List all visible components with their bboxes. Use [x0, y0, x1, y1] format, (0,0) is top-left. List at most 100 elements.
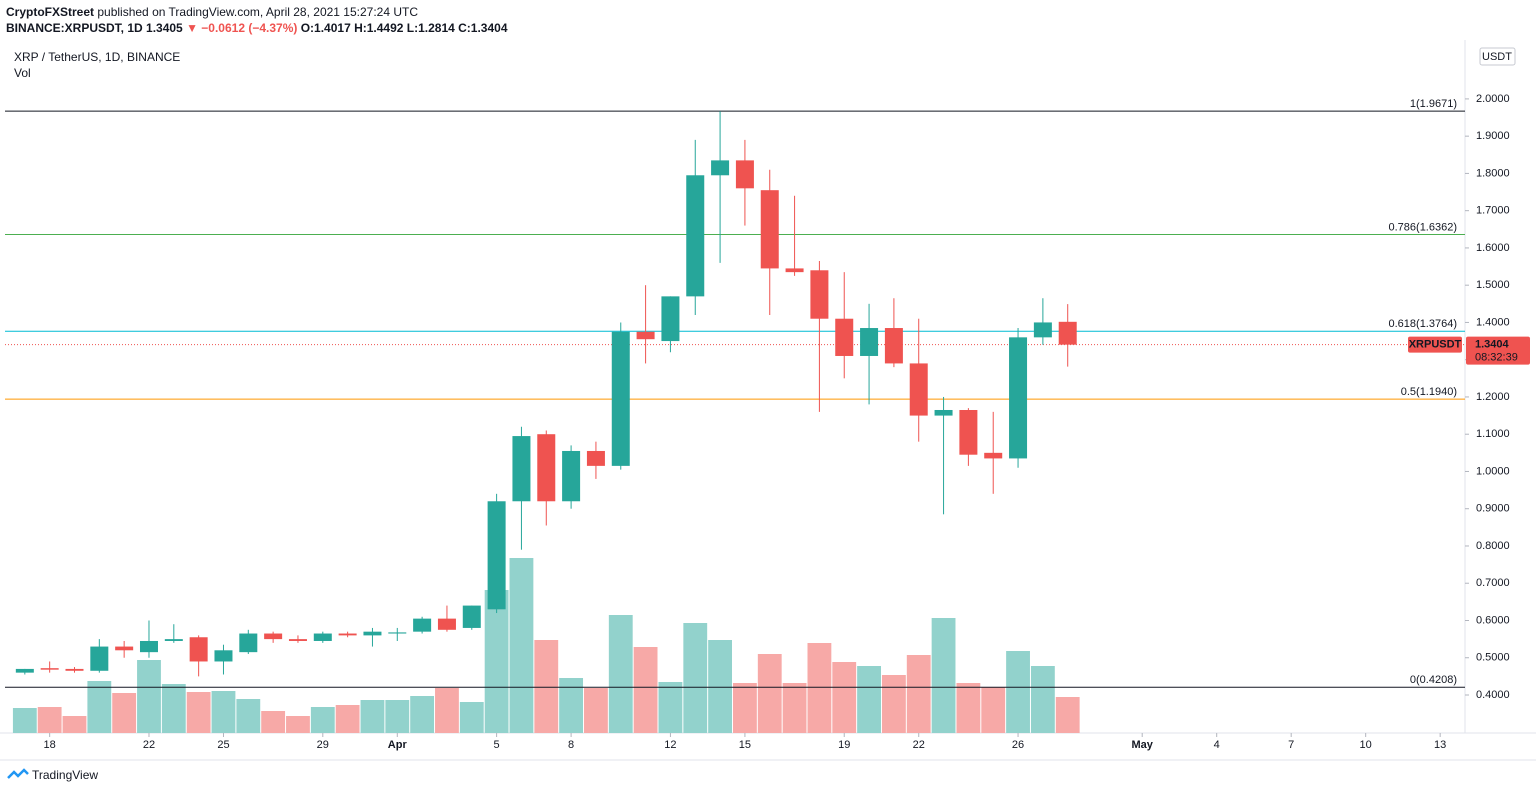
candle-body — [934, 409, 953, 416]
volume-bar — [459, 702, 484, 733]
ohlc: O:1.4017 H:1.4492 L:1.2814 C:1.3404 — [300, 21, 508, 35]
candle-body — [338, 633, 357, 636]
candle-body — [984, 452, 1003, 459]
volume-bar — [1006, 651, 1030, 733]
volume-bar — [956, 683, 981, 733]
y-tick-label: 1.2000 — [1476, 391, 1510, 403]
candle-body — [785, 268, 804, 273]
x-tick-label: 26 — [1012, 739, 1024, 751]
volume-bar — [310, 707, 335, 733]
volume-bar — [37, 707, 62, 733]
candle-body — [835, 318, 854, 356]
candle-body — [760, 190, 779, 269]
fib-label: 1(1.9671) — [1410, 98, 1457, 110]
volume-bar — [683, 623, 708, 733]
candle-body — [239, 633, 258, 653]
volume-bar — [906, 655, 931, 733]
published: published on TradingView.com, April 28, … — [97, 5, 419, 19]
volume-bar — [534, 640, 559, 733]
volume-bar — [410, 696, 435, 733]
x-tick-label: 5 — [494, 739, 500, 751]
candle-body — [537, 434, 556, 502]
volume-bar — [559, 678, 584, 733]
x-tick-label: 22 — [143, 739, 155, 751]
volume-bar — [881, 675, 906, 733]
x-tick-label: 10 — [1360, 739, 1372, 751]
candle-body — [661, 296, 680, 342]
change: ▼ −0.0612 (−4.37%) — [186, 21, 298, 35]
brand: TradingView — [32, 768, 98, 782]
candle-body — [214, 650, 233, 662]
symbol: BINANCE:XRPUSDT, 1D — [6, 21, 143, 35]
countdown: 08:32:39 — [1475, 352, 1518, 364]
x-tick-label: 4 — [1214, 739, 1220, 751]
candle-body — [363, 631, 382, 636]
candle-body — [611, 331, 630, 466]
y-tick-label: 1.0000 — [1476, 465, 1510, 477]
symbol-label: XRPUSDT — [1409, 339, 1462, 351]
candle-body — [189, 637, 208, 662]
quote-line: BINANCE:XRPUSDT, 1D 1.3405 ▼ −0.0612 (−4… — [6, 21, 508, 35]
candle-body — [884, 328, 903, 364]
volume-bar — [360, 700, 385, 733]
candle-body — [636, 331, 655, 340]
price-label: 1.3404 — [1475, 339, 1510, 351]
volume-bar — [236, 699, 261, 733]
y-tick-label: 0.9000 — [1476, 503, 1510, 515]
volume-bar — [286, 716, 310, 733]
y-tick-label: 1.8000 — [1476, 167, 1510, 179]
volume-bar — [981, 687, 1006, 733]
volume-bar — [782, 683, 807, 733]
price-badge — [1466, 336, 1530, 365]
volume-bar — [435, 688, 459, 733]
fib-label: 0.618(1.3764) — [1389, 318, 1458, 330]
candle-body — [90, 646, 109, 671]
candle-body — [164, 639, 183, 641]
volume-bar — [87, 681, 112, 733]
volume-bar — [161, 684, 186, 733]
y-tick-label: 1.1000 — [1476, 428, 1510, 440]
legend-volume: Vol — [14, 66, 31, 80]
fib-label: 0.786(1.6362) — [1389, 221, 1458, 233]
x-tick-label: 8 — [568, 739, 574, 751]
y-tick-label: 0.6000 — [1476, 614, 1510, 626]
y-tick-label: 0.4000 — [1476, 689, 1510, 701]
candle-body — [562, 450, 581, 502]
candle-body — [264, 633, 283, 640]
last: 1.3405 — [146, 21, 183, 35]
candle-body — [313, 633, 332, 641]
candle-body — [686, 175, 705, 297]
x-tick-label: 22 — [913, 739, 925, 751]
candle-body — [65, 668, 84, 671]
volume-bar — [931, 618, 956, 733]
currency: USDT — [1482, 51, 1512, 63]
volume-bar — [335, 705, 360, 733]
y-tick-label: 2.0000 — [1476, 93, 1510, 105]
volume-bar — [12, 708, 37, 733]
candle-body — [711, 160, 730, 176]
currency-badge — [1479, 47, 1516, 66]
volume-bar — [708, 640, 732, 733]
y-tick-label: 1.6000 — [1476, 242, 1510, 254]
x-tick-label: 12 — [664, 739, 676, 751]
logo — [7, 768, 29, 779]
x-tick-label: 7 — [1288, 739, 1294, 751]
x-tick-label: 13 — [1434, 739, 1446, 751]
volume-bar — [1030, 666, 1055, 733]
candle-body — [462, 605, 481, 628]
candle-body — [1009, 337, 1028, 459]
volume-bar — [137, 660, 161, 733]
volume-bar — [186, 692, 211, 733]
volume-bar — [261, 711, 286, 733]
candle-body — [512, 436, 531, 502]
y-tick-label: 1.5000 — [1476, 279, 1510, 291]
candle-body — [810, 270, 829, 319]
y-tick-label: 0.5000 — [1476, 652, 1510, 664]
volume-bar — [608, 615, 633, 733]
candle-body — [115, 646, 134, 651]
volume-bar — [1055, 697, 1080, 733]
x-tick-label: 29 — [317, 739, 329, 751]
candle-body — [288, 639, 307, 641]
volume-bar — [857, 666, 881, 733]
